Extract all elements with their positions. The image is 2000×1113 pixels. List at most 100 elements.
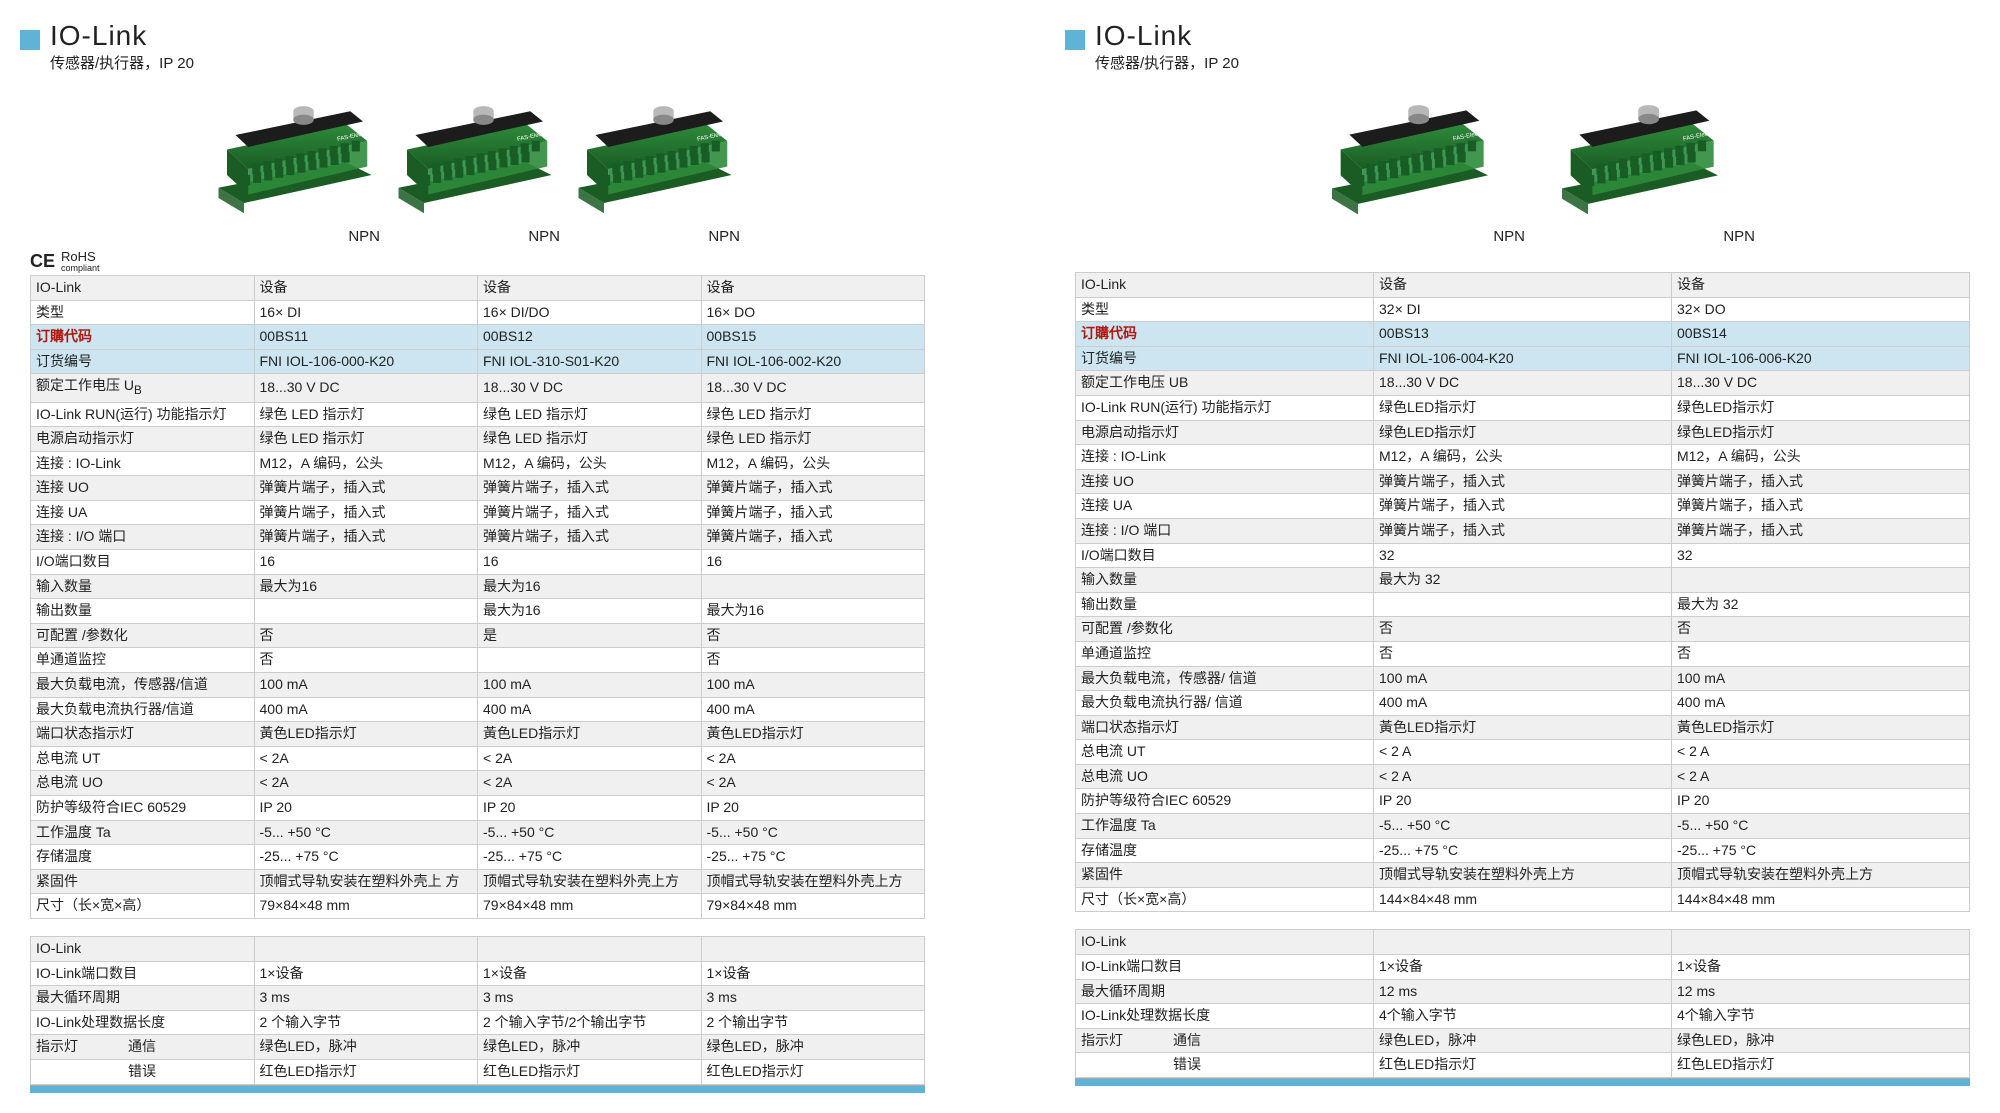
spec-value: 00BS15: [701, 325, 925, 350]
spec-value: 12 ms: [1374, 979, 1672, 1004]
spec-value: 最大为16: [478, 574, 702, 599]
spec-value: 79×84×48 mm: [701, 894, 925, 919]
spec-value: [701, 574, 925, 599]
spec-value: 18...30 V DC: [254, 374, 478, 402]
spec-value: FNI IOL-106-000-K20: [254, 349, 478, 374]
spec-value: 黃色LED指示灯: [701, 722, 925, 747]
table-row: 可配置 /参数化否是否: [31, 623, 925, 648]
table-row: 连接 UO弹簧片端子，插入式弹簧片端子，插入式: [1076, 469, 1970, 494]
spec-value: 顶帽式导轨安装在塑料外壳上 方: [254, 869, 478, 894]
table-row: 存储温度-25... +75 °C-25... +75 °C: [1076, 838, 1970, 863]
product-image: FAS-Elec NPN: [210, 93, 390, 245]
table-row: 电源启动指示灯绿色 LED 指示灯绿色 LED 指示灯绿色 LED 指示灯: [31, 427, 925, 452]
spec-value: 否: [701, 648, 925, 673]
spec-value: < 2 A: [1374, 764, 1672, 789]
spec-value: [701, 936, 925, 961]
table-row: 额定工作电压 UB18...30 V DC18...30 V DC18...30…: [31, 374, 925, 402]
table-row: 连接 : I/O 端口弹簧片端子，插入式弹簧片端子，插入式: [1076, 518, 1970, 543]
spec-value: 最大为 32: [1672, 592, 1970, 617]
spec-value: 00BS13: [1374, 322, 1672, 347]
table-row: 总电流 UO< 2A< 2A< 2A: [31, 771, 925, 796]
spec-value: M12，A 编码，公头: [1672, 445, 1970, 470]
spec-value: 绿色 LED 指示灯: [254, 402, 478, 427]
spec-value: -25... +75 °C: [1374, 838, 1672, 863]
spec-value: 18...30 V DC: [478, 374, 702, 402]
table-row: 连接 : I/O 端口弹簧片端子，插入式弹簧片端子，插入式弹簧片端子，插入式: [31, 525, 925, 550]
spec-value: 弹簧片端子，插入式: [1672, 469, 1970, 494]
spec-value: [254, 936, 478, 961]
spec-value: 100 mA: [478, 673, 702, 698]
spec-value: IP 20: [254, 796, 478, 821]
spec-value: 最大为 32: [1374, 568, 1672, 593]
table-row: 指示灯通信绿色LED，脉冲绿色LED，脉冲绿色LED，脉冲: [31, 1035, 925, 1060]
spec-value: 黃色LED指示灯: [1672, 715, 1970, 740]
table-row: IO-Link设备设备: [1076, 273, 1970, 298]
spec-value: 红色LED指示灯: [254, 1059, 478, 1084]
spec-value: 绿色LED，脉冲: [1672, 1028, 1970, 1053]
spec-value: < 2 A: [1672, 740, 1970, 765]
spec-value: 黃色LED指示灯: [478, 722, 702, 747]
spec-value: FNI IOL-106-004-K20: [1374, 346, 1672, 371]
bottom-accent-bar: [1075, 1078, 1970, 1086]
spec-value: 100 mA: [254, 673, 478, 698]
product-image: FAS-Elec NPN: [390, 93, 570, 245]
spec-value: 1×设备: [1672, 955, 1970, 980]
spec-value: 绿色 LED 指示灯: [478, 402, 702, 427]
spec-value: < 2A: [701, 746, 925, 771]
spec-value: 否: [1374, 641, 1672, 666]
spec-value: 弹簧片端子，插入式: [478, 476, 702, 501]
table-row: 端口状态指示灯黃色LED指示灯黃色LED指示灯黃色LED指示灯: [31, 722, 925, 747]
spec-value: 3 ms: [478, 986, 702, 1011]
table-row: 订購代码00BS1300BS14: [1076, 322, 1970, 347]
spec-table-right: IO-Link设备设备类型32× DI32× DO订購代码00BS1300BS1…: [1075, 272, 1970, 1078]
table-row: 连接 UA弹簧片端子，插入式弹簧片端子，插入式: [1076, 494, 1970, 519]
spec-value: 00BS14: [1672, 322, 1970, 347]
product-image: FAS-Elec NPN: [570, 93, 750, 245]
header-accent-square: [1065, 30, 1085, 50]
spec-value: IP 20: [1374, 789, 1672, 814]
spec-value: 红色LED指示灯: [701, 1059, 925, 1084]
spec-value: 设备: [701, 276, 925, 301]
spec-value: 红色LED指示灯: [1672, 1053, 1970, 1078]
spec-value: 是: [478, 623, 702, 648]
page-subtitle: 传感器/执行器，IP 20: [50, 52, 925, 73]
left-panel: IO-Link 传感器/执行器，IP 20 FAS-Elec NPN: [30, 20, 925, 1093]
bottom-accent-bar: [30, 1085, 925, 1093]
product-label: NPN: [390, 228, 560, 245]
spec-value: 弹簧片端子，插入式: [1374, 469, 1672, 494]
ce-mark: CE: [30, 251, 55, 272]
spec-value: 16× DI: [254, 300, 478, 325]
table-row: 类型32× DI32× DO: [1076, 297, 1970, 322]
table-row: 端口状态指示灯黃色LED指示灯黃色LED指示灯: [1076, 715, 1970, 740]
spec-value: 79×84×48 mm: [478, 894, 702, 919]
product-label: NPN: [1305, 228, 1525, 245]
spec-value: 1×设备: [701, 961, 925, 986]
table-row: IO-Link处理数据长度4个输入字节4个输入字节: [1076, 1004, 1970, 1029]
spec-value: 32× DO: [1672, 297, 1970, 322]
spec-value: [1374, 592, 1672, 617]
spec-table-left: IO-Link设备设备设备类型16× DI16× DI/DO16× DO订購代码…: [30, 275, 925, 1085]
spec-value: 00BS12: [478, 325, 702, 350]
spec-value: M12，A 编码，公头: [1374, 445, 1672, 470]
spec-value: 绿色LED，脉冲: [701, 1035, 925, 1060]
spec-value: 18...30 V DC: [701, 374, 925, 402]
product-label: NPN: [570, 228, 740, 245]
table-row: 存储温度-25... +75 °C-25... +75 °C-25... +75…: [31, 845, 925, 870]
spec-value: 弹簧片端子，插入式: [1672, 518, 1970, 543]
spec-value: -5... +50 °C: [254, 820, 478, 845]
spec-value: 100 mA: [701, 673, 925, 698]
spec-value: 3 ms: [254, 986, 478, 1011]
spec-value: 绿色LED，脉冲: [478, 1035, 702, 1060]
table-row: 单通道监控否否: [31, 648, 925, 673]
spec-value: 弹簧片端子，插入式: [254, 500, 478, 525]
table-row: 额定工作电压 UB18...30 V DC18...30 V DC: [1076, 371, 1970, 396]
spec-value: 否: [254, 648, 478, 673]
spec-value: -25... +75 °C: [478, 845, 702, 870]
spec-value: 32× DI: [1374, 297, 1672, 322]
spec-value: FNI IOL-310-S01-K20: [478, 349, 702, 374]
page-title: IO-Link: [50, 20, 925, 52]
table-row: 连接 : IO-LinkM12，A 编码，公头M12，A 编码，公头: [1076, 445, 1970, 470]
spec-value: 绿色 LED 指示灯: [701, 427, 925, 452]
spec-value: -5... +50 °C: [1374, 814, 1672, 839]
product-image: FAS-Elec NPN: [1305, 93, 1535, 245]
